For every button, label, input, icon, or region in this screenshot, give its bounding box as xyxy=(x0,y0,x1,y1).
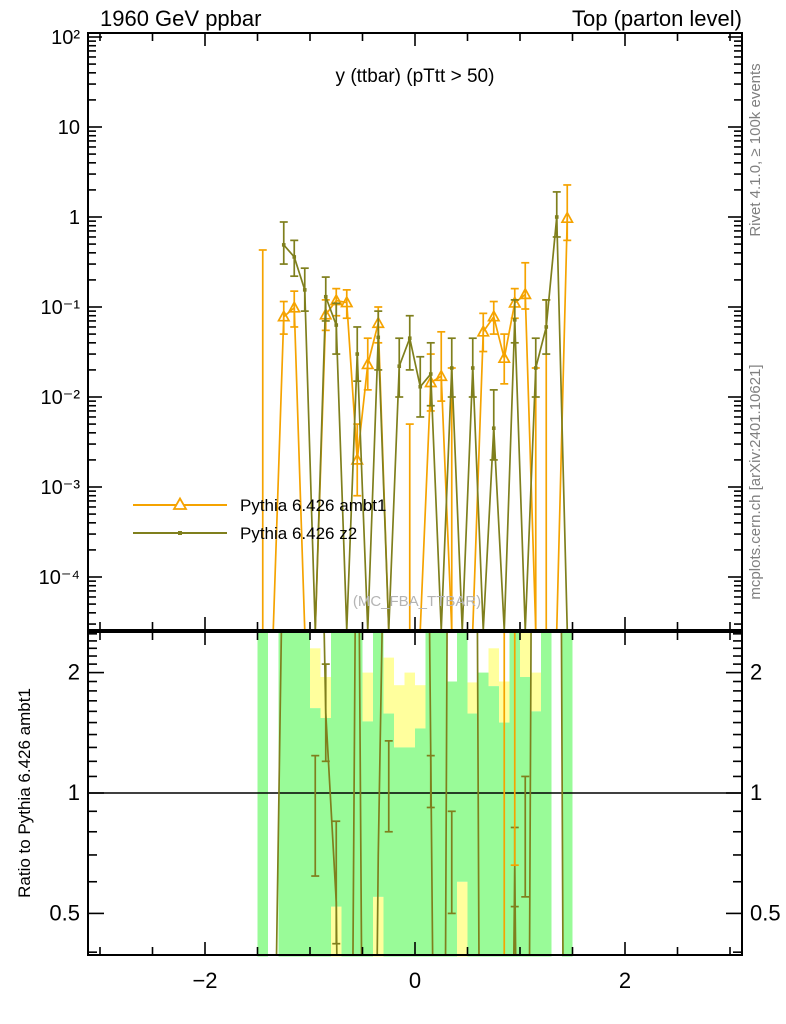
band-yellow xyxy=(488,648,499,687)
ratio-y-tick-label-left: 1 xyxy=(68,780,80,805)
ratio-y-tick-label-right: 0.5 xyxy=(750,900,781,925)
marker-triangle xyxy=(497,350,511,364)
marker-triangle xyxy=(340,295,354,308)
band-green xyxy=(331,631,342,907)
band-green xyxy=(436,631,447,957)
band-yellow xyxy=(404,672,415,748)
band-yellow xyxy=(310,648,321,709)
axes-and-ticks: −2 0 2 10² 10 1 10⁻¹ 10⁻² 10⁻³ 10⁻⁴ 2 2 1 1 0.5 0.5 xyxy=(39,27,781,993)
marker-dot xyxy=(428,372,433,376)
marker-dot xyxy=(449,366,454,370)
x-tick-label: 2 xyxy=(619,968,631,993)
marker-dot xyxy=(376,335,381,340)
ratio-y-tick-label-right: 1 xyxy=(750,780,762,805)
marker-dot xyxy=(470,366,475,370)
ratio-panel-data xyxy=(88,632,742,955)
header-right-title: Top (parton level) xyxy=(572,6,742,31)
marker-dot xyxy=(397,364,402,368)
marker-triangle xyxy=(361,357,375,370)
band-yellow xyxy=(394,685,405,748)
band-green xyxy=(299,631,310,957)
marker-triangle xyxy=(518,287,532,300)
legend-label-ambt1: Pythia 6.426 ambt1 xyxy=(240,496,386,515)
legend: Pythia 6.426 ambt1 Pythia 6.426 z2 xyxy=(133,496,386,543)
marker-dot xyxy=(512,318,517,322)
x-tick-label: 0 xyxy=(409,968,421,993)
band-green xyxy=(457,631,468,882)
mcplots-arxiv-note: mcplots.cern.ch [arXiv:2401.10621] xyxy=(747,364,764,599)
y-tick-label: 10⁻³ xyxy=(41,477,81,499)
band-green xyxy=(541,631,552,957)
analysis-watermark: (MC_FBA_TTBAR) xyxy=(353,593,481,610)
band-green xyxy=(362,721,373,957)
marker-triangle xyxy=(434,368,448,382)
band-green xyxy=(530,711,541,957)
band-green xyxy=(415,728,426,957)
band-yellow xyxy=(467,682,478,714)
marker-triangle xyxy=(277,309,291,322)
main-panel-frame xyxy=(87,32,743,631)
marker-dot xyxy=(554,215,559,219)
marker-dot xyxy=(302,288,307,292)
band-green xyxy=(257,631,268,957)
y-tick-label: 10 xyxy=(58,117,80,139)
x-tick-label: −2 xyxy=(192,968,217,993)
rivet-version-note: Rivet 4.1.0, ≥ 100k events xyxy=(747,63,764,236)
y-tick-label: 10⁻¹ xyxy=(41,297,81,319)
marker-triangle xyxy=(560,210,574,224)
marker-dot xyxy=(491,426,496,431)
band-green xyxy=(278,631,289,957)
marker-dot xyxy=(323,294,328,299)
legend-marker-triangle xyxy=(172,496,188,510)
band-green xyxy=(488,686,499,957)
band-green xyxy=(320,717,331,957)
band-yellow xyxy=(362,672,373,722)
y-tick-label: 10⁻² xyxy=(41,387,81,409)
band-yellow xyxy=(383,657,394,714)
y-tick-label: 1 xyxy=(69,207,80,229)
band-green xyxy=(478,672,489,957)
ratio-y-tick-label-right: 2 xyxy=(750,660,762,685)
band-green xyxy=(404,747,415,957)
marker-dot xyxy=(334,323,339,327)
marker-dot xyxy=(544,325,549,329)
marker-dot xyxy=(292,255,297,259)
marker-dot xyxy=(355,352,360,356)
marker-triangle xyxy=(350,452,364,465)
series-line-z2 xyxy=(283,216,569,630)
ratio-y-tick-label-left: 0.5 xyxy=(49,900,80,925)
band-green xyxy=(373,631,384,897)
band-green xyxy=(289,631,300,957)
band-yellow xyxy=(520,631,531,677)
ratio-y-tick-label-left: 2 xyxy=(68,660,80,685)
legend-label-z2: Pythia 6.426 z2 xyxy=(240,524,357,543)
observable-title: y (ttbar) (pTtt > 50) xyxy=(336,66,495,87)
band-green xyxy=(467,713,478,957)
marker-dot xyxy=(281,243,286,247)
ratio-axis-title: Ratio to Pythia 6.426 ambt1 xyxy=(15,688,34,898)
band-green xyxy=(562,631,573,957)
marker-dot xyxy=(418,384,423,389)
band-green xyxy=(394,747,405,957)
marker-triangle xyxy=(487,309,501,322)
marker-dot xyxy=(407,336,412,341)
band-green xyxy=(341,631,352,957)
header-left-title: 1960 GeV ppbar xyxy=(100,6,261,31)
legend-marker-dot xyxy=(178,531,182,535)
marker-triangle xyxy=(287,300,301,313)
band-yellow xyxy=(457,881,468,957)
band-yellow xyxy=(530,672,541,712)
main-panel-data xyxy=(258,184,574,630)
y-tick-label: 10⁻⁴ xyxy=(39,567,80,589)
y-tick-label: 10² xyxy=(51,27,80,49)
marker-triangle xyxy=(476,324,490,337)
ratio-line-z2 xyxy=(275,632,564,955)
marker-dot xyxy=(533,366,538,370)
band-green xyxy=(383,713,394,957)
band-yellow xyxy=(415,685,426,729)
band-green xyxy=(352,631,363,957)
